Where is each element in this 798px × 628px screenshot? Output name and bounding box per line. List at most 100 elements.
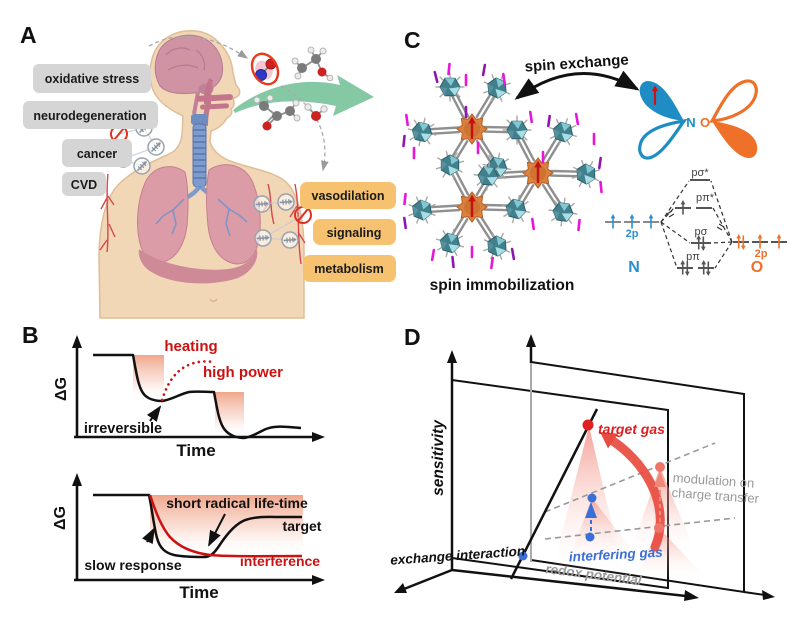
risk-label-text: neurodegeneration — [33, 109, 146, 123]
mo-diagram: pσ* pπ* pσ pπ 2p 2p N O — [605, 167, 787, 276]
spin-node — [457, 114, 487, 144]
top-plot: ΔG Time heating high power irreversible — [53, 335, 325, 460]
o-bottom-lobe — [712, 121, 758, 159]
interference-label: interference — [240, 553, 320, 569]
trachea — [182, 114, 220, 202]
ethanol-molecule — [291, 46, 334, 82]
n-atom-label: N — [628, 259, 640, 276]
risk-label-cvd: CVD — [62, 172, 106, 196]
slow-response-label: slow response — [84, 557, 181, 573]
upper-trend-line — [544, 442, 716, 513]
inner-axis-arrowhead — [526, 334, 536, 347]
sensitivity-axis-label: sensitivity — [430, 419, 447, 496]
risk-label-neurodegeneration: neurodegeneration — [23, 101, 158, 129]
p-sigma-star-label: pσ* — [691, 167, 709, 179]
y-axis-arrowhead — [72, 473, 82, 486]
heating-recovery-curve — [160, 360, 215, 402]
bronchi — [155, 198, 248, 237]
risk-label-text: oxidative stress — [45, 72, 140, 86]
exchange-interaction-axis — [403, 568, 453, 591]
shaded-region — [150, 495, 303, 556]
high-power-label: high power — [203, 364, 283, 381]
panel-letter-b: B — [22, 322, 39, 348]
function-label-text: vasodilation — [312, 189, 385, 203]
enhancement-arrow-body — [608, 436, 665, 552]
panel-letter-c: C — [404, 27, 421, 53]
function-label-text: signaling — [327, 226, 382, 240]
dashed-arcs — [148, 35, 329, 172]
risk-labels: oxidative stress neurodegeneration cance… — [23, 64, 158, 196]
o-lobe-label: O — [700, 115, 710, 130]
arc-head-to-molecule — [148, 35, 249, 59]
spin-exchange-arrow — [514, 70, 640, 100]
diaphragm — [138, 249, 258, 284]
target-response-curve — [93, 493, 302, 559]
function-label-vasodilation: vasodilation — [300, 182, 396, 209]
function-labels: vasodilation signaling metabolism — [300, 182, 396, 282]
red-highlight-ellipse — [250, 52, 280, 86]
shaded-region — [215, 392, 244, 438]
mof-structure — [402, 62, 607, 270]
interfering-gas-label: interfering gas — [569, 545, 664, 565]
risk-label-oxidative-stress: oxidative stress — [33, 64, 151, 93]
y-axis-label: ΔG — [52, 506, 69, 530]
interfering-lower-dot — [585, 532, 595, 542]
nasal-throat — [196, 78, 233, 126]
n-2p-label: 2p — [626, 228, 639, 240]
irreversible-arrow — [146, 405, 162, 422]
target-label: target — [283, 518, 322, 534]
exchange-axis-arrowhead — [394, 583, 407, 593]
mo-connectors — [660, 180, 733, 269]
response-curve — [93, 353, 302, 440]
short-radical-label: short radical life-time — [166, 495, 308, 511]
redox-potential-axis — [451, 568, 687, 598]
short-radical-arrow — [208, 513, 226, 547]
x-axis-label: Time — [179, 583, 218, 602]
brain — [154, 34, 224, 115]
function-label-metabolism: metabolism — [303, 255, 396, 282]
bottom-plot: ΔG Time short radical life-time target s… — [52, 473, 325, 602]
acetone-molecule — [253, 94, 301, 131]
x-axis-arrowhead — [312, 575, 325, 585]
interfering-upper-dot — [587, 493, 597, 503]
o-atom-label: O — [751, 259, 763, 276]
p-sigma-label: pσ — [695, 226, 708, 238]
connector-break-marks — [666, 210, 725, 231]
spin-immobilization-label: spin immobilization — [430, 277, 575, 294]
spin-exchange-label: spin exchange — [524, 51, 629, 75]
x-axis-label: Time — [176, 441, 215, 460]
panel-d: D sensitivity exchan — [390, 324, 775, 601]
n-top-lobe — [639, 80, 684, 121]
o-top-lobe — [709, 79, 758, 123]
modulated-upper-dot — [655, 462, 665, 472]
human-body-illustration — [98, 30, 306, 319]
redox-axis-arrowhead — [684, 590, 699, 601]
spin-node — [523, 158, 553, 188]
risk-label-text: CVD — [71, 178, 97, 192]
water-molecule — [304, 103, 328, 121]
trend-lines — [544, 442, 736, 540]
n-lobe-label: N — [686, 115, 695, 130]
o-2p-label: 2p — [755, 248, 768, 260]
back-edge-arrowhead — [762, 590, 775, 600]
y-axis-label: ΔG — [53, 377, 70, 401]
target-gas-dot — [582, 419, 594, 431]
origin-blue-dot — [518, 551, 528, 561]
spin-symbols-right — [249, 189, 312, 253]
modulation-label-line1: modulation on — [672, 470, 755, 491]
breath-molecules — [250, 46, 334, 131]
exhaled-breath-arrow — [233, 75, 374, 116]
exchange-enhancement-line — [509, 408, 599, 580]
x-axis-arrowhead — [312, 432, 325, 442]
n-bottom-lobe — [638, 118, 688, 160]
panel-a: A — [20, 22, 396, 319]
target-gas-label: target gas — [598, 421, 665, 437]
function-label-signaling: signaling — [313, 219, 396, 245]
function-label-text: metabolism — [314, 262, 383, 276]
panel-b: B ΔG Time heating high power irreversibl… — [22, 322, 325, 602]
panel-c: C — [402, 27, 787, 294]
back-plane-edge-extension — [743, 591, 766, 596]
p-pi-star-label: pπ* — [696, 192, 715, 204]
